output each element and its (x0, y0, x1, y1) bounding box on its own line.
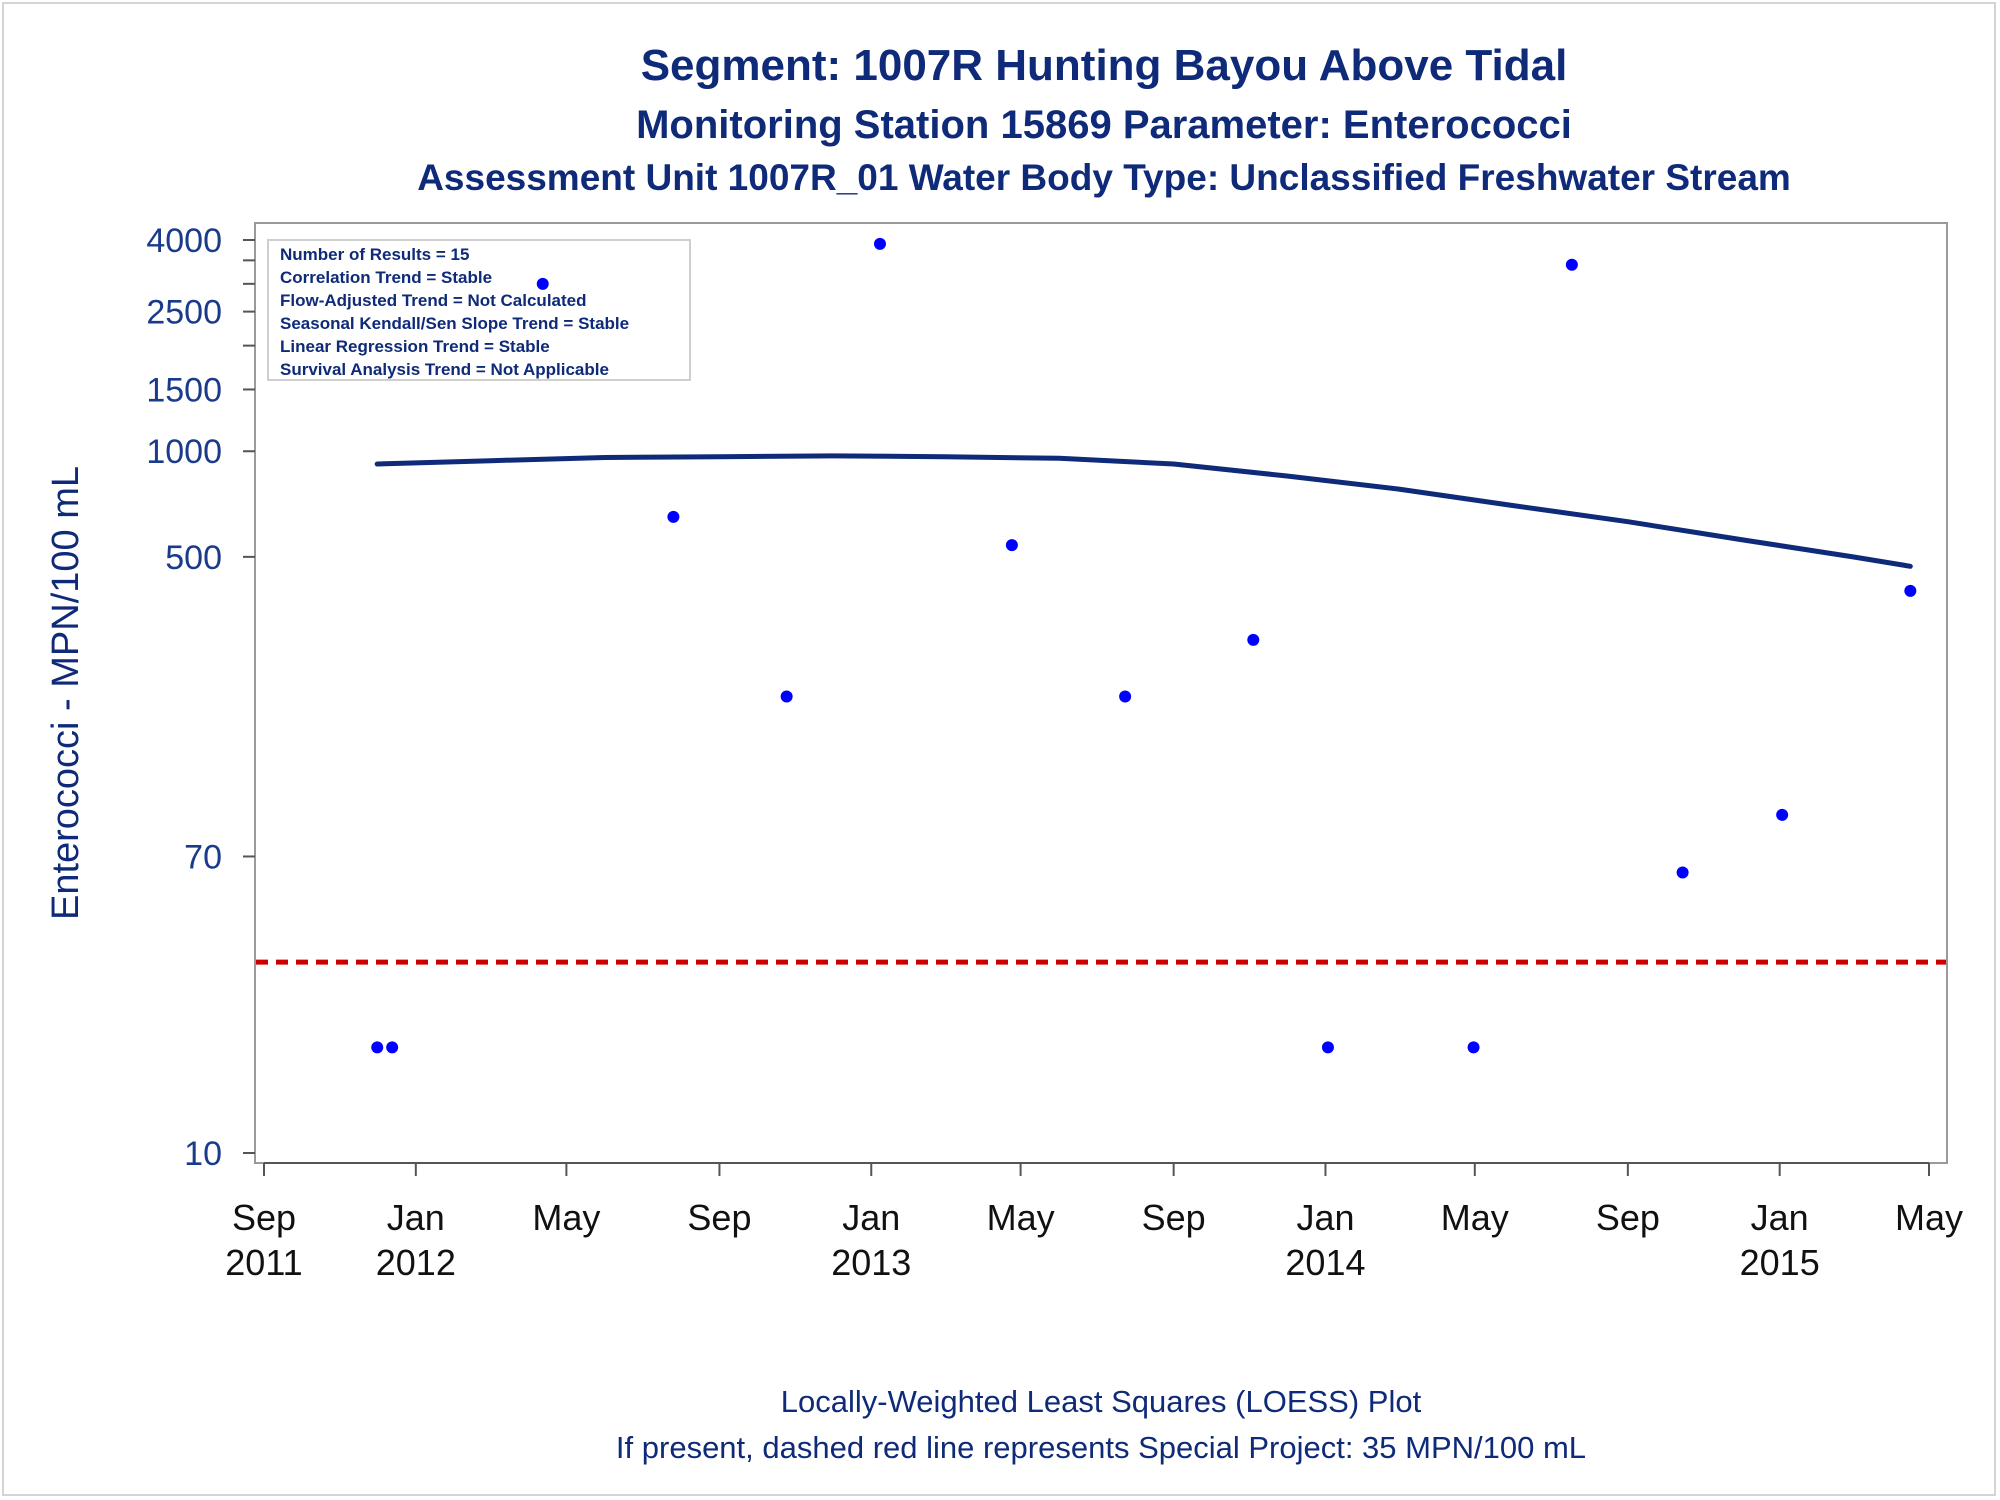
stats-line: Seasonal Kendall/Sen Slope Trend = Stabl… (280, 314, 629, 333)
footnote-1: Locally-Weighted Least Squares (LOESS) P… (781, 1384, 1422, 1419)
y-tick-label: 1000 (146, 433, 222, 471)
y-tick-label: 4000 (146, 222, 222, 260)
data-point (386, 1041, 399, 1054)
stats-line: Flow-Adjusted Trend = Not Calculated (280, 291, 587, 310)
x-tick-label: Sep (1142, 1197, 1206, 1238)
y-axis: 10 70 500 1000 1500 2500 4000 (146, 222, 255, 1173)
stats-box-border (267, 239, 691, 381)
x-tick-label: May (987, 1197, 1055, 1238)
x-tick-label-year: 2014 (1285, 1242, 1365, 1283)
data-point (1321, 1041, 1334, 1054)
data-point (1776, 808, 1789, 821)
data-point (780, 690, 793, 703)
data-point (536, 277, 549, 290)
data-point (1676, 866, 1689, 879)
stats-line: Number of Results = 15 (280, 245, 469, 264)
footnote-2: If present, dashed red line represents S… (616, 1430, 1586, 1465)
y-tick-label: 2500 (146, 294, 222, 332)
data-point (1119, 690, 1132, 703)
x-tick-label: Sep (1596, 1197, 1660, 1238)
x-tick-label: May (1441, 1197, 1509, 1238)
y-tick-label: 500 (165, 539, 222, 577)
x-tick-label: May (532, 1197, 600, 1238)
stats-line: Survival Analysis Trend = Not Applicable (280, 360, 609, 379)
x-tick-label: Sep (687, 1197, 751, 1238)
x-tick-label-year: 2011 (225, 1242, 302, 1283)
data-point (371, 1041, 384, 1054)
data-point (1904, 584, 1917, 597)
stats-line: Linear Regression Trend = Stable (280, 337, 550, 356)
x-tick-label: Jan (1751, 1197, 1809, 1238)
y-tick-label: 70 (184, 838, 222, 876)
loess-curve (374, 453, 1913, 569)
chart-subtitle: Monitoring Station 15869 Parameter: Ente… (636, 103, 1572, 147)
stats-box: Number of Results = 15 Correlation Trend… (267, 239, 691, 381)
y-axis-label: Enterococci - MPN/100 mL (45, 466, 87, 920)
x-tick-label: Jan (842, 1197, 900, 1238)
x-tick-label: Jan (387, 1197, 445, 1238)
stats-line: Correlation Trend = Stable (280, 268, 492, 287)
series-layer (256, 237, 1946, 1054)
y-tick-label: 1500 (146, 371, 222, 409)
x-tick-label-year: 2015 (1740, 1242, 1820, 1283)
data-point (1565, 258, 1578, 271)
x-tick-label: Jan (1296, 1197, 1354, 1238)
x-tick-label: May (1895, 1197, 1963, 1238)
chart-subtitle-2: Assessment Unit 1007R_01 Water Body Type… (417, 157, 1791, 198)
data-point (873, 237, 886, 250)
x-tick-label-year: 2013 (831, 1242, 911, 1283)
x-tick-label: Sep (232, 1197, 296, 1238)
x-tick-label-year: 2012 (376, 1242, 456, 1283)
chart-title: Segment: 1007R Hunting Bayou Above Tidal (641, 41, 1568, 90)
y-tick-label: 10 (184, 1135, 222, 1173)
data-point (1467, 1041, 1480, 1054)
data-point (1247, 633, 1260, 646)
data-point (1005, 539, 1018, 552)
data-point (667, 510, 680, 523)
